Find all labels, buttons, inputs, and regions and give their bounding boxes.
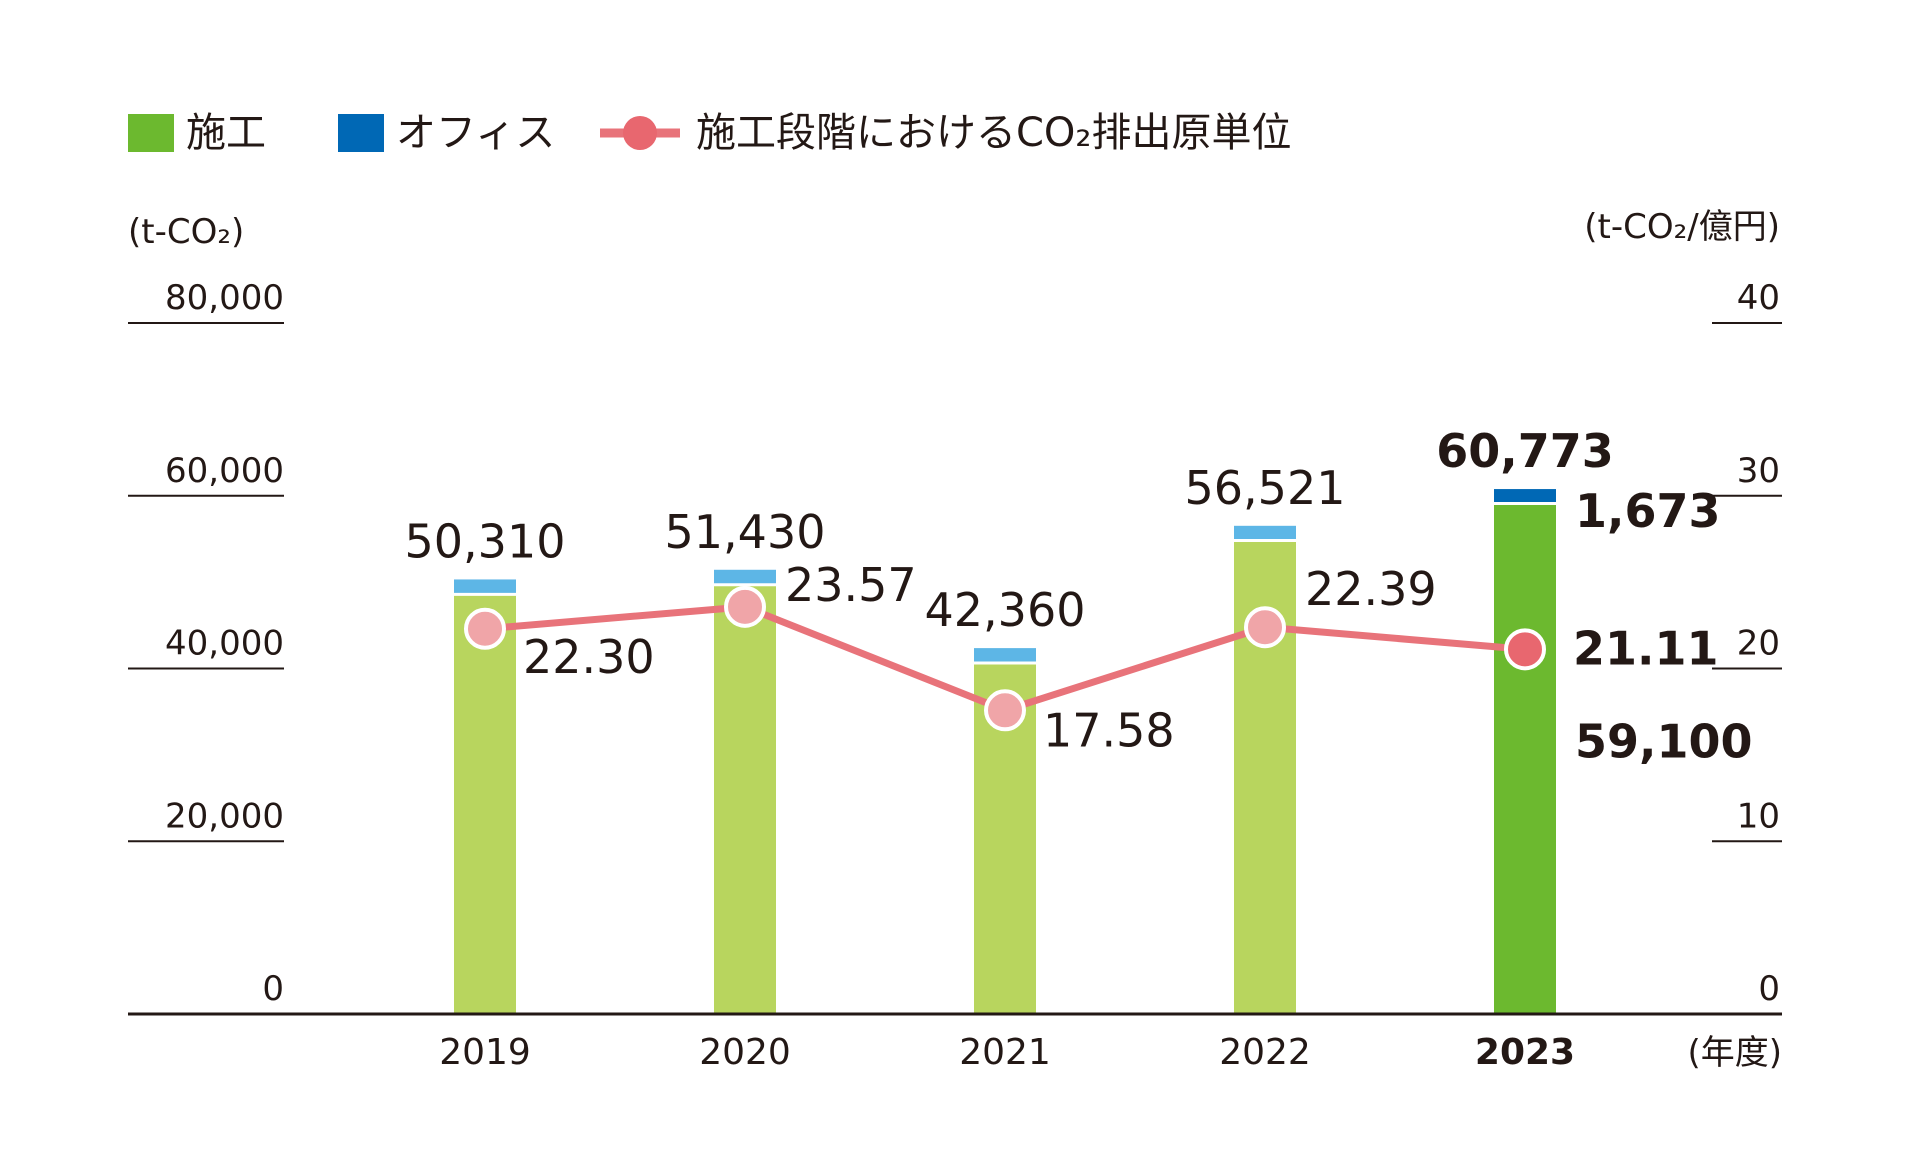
y-right-tick-label: 40 <box>1737 278 1780 318</box>
bar-office <box>1234 525 1296 541</box>
y-left-tick-label: 60,000 <box>165 451 284 491</box>
bar-construction <box>1494 503 1556 1014</box>
legend-label-intensity: 施工段階におけるCO₂排出原単位 <box>696 110 1291 156</box>
x-tick-label: 2019 <box>439 1032 531 1073</box>
x-axis-labels: 2019 2020 2021 2022 2023 <box>439 1032 1575 1073</box>
bar-construction <box>714 584 776 1014</box>
intensity-value-label: 21.11 <box>1573 621 1719 675</box>
legend-label-construction: 施工 <box>186 110 266 156</box>
intensity-point <box>1504 628 1546 671</box>
intensity-point <box>984 689 1026 732</box>
bar-office <box>974 648 1036 664</box>
intensity-value-label: 23.57 <box>785 558 917 612</box>
intensity-point <box>1244 606 1286 649</box>
total-value-label: 60,773 <box>1436 424 1614 478</box>
y-right-tick-label: 20 <box>1737 624 1780 664</box>
x-tick-label: 2022 <box>1219 1032 1311 1073</box>
y-right-ticks: 0 10 20 30 40 <box>1712 278 1782 1009</box>
construction-value-label: 59,100 <box>1575 714 1753 768</box>
y-right-tick-label: 10 <box>1737 796 1780 836</box>
intensity-value-label: 22.39 <box>1305 562 1437 616</box>
x-tick-label: 2020 <box>699 1032 791 1073</box>
y-left-unit-label: (t-CO₂) <box>128 212 244 252</box>
intensity-value-label: 22.30 <box>523 630 655 684</box>
y-left-tick-label: 40,000 <box>165 624 284 664</box>
x-tick-label: 2021 <box>959 1032 1051 1073</box>
y-left-tick-label: 20,000 <box>165 796 284 836</box>
y-right-tick-label: 30 <box>1737 451 1780 491</box>
intensity-point <box>724 585 766 628</box>
y-left-ticks: 0 20,000 40,000 60,000 80,000 <box>128 278 284 1009</box>
legend-swatch-construction <box>128 114 174 152</box>
bar-office <box>1494 489 1556 504</box>
bar-office <box>714 569 776 585</box>
intensity-value-label: 17.58 <box>1043 703 1175 757</box>
y-left-tick-label: 80,000 <box>165 278 284 318</box>
y-right-unit-label: (t-CO₂/億円) <box>1584 207 1780 247</box>
office-value-label: 1,673 <box>1575 484 1721 538</box>
intensity-point <box>464 607 506 650</box>
total-value-label: 56,521 <box>1185 461 1346 515</box>
total-value-label: 51,430 <box>665 505 826 559</box>
bars <box>454 489 1556 1014</box>
total-value-label: 42,360 <box>925 583 1086 637</box>
y-right-tick-label: 0 <box>1758 969 1780 1009</box>
legend-label-office: オフィス <box>396 110 555 156</box>
bar-construction <box>454 594 516 1014</box>
x-unit-label: (年度) <box>1687 1033 1782 1073</box>
legend: 施工 オフィス 施工段階におけるCO₂排出原単位 <box>128 110 1291 156</box>
legend-marker-intensity <box>623 116 657 150</box>
x-tick-label: 2023 <box>1475 1032 1575 1073</box>
legend-swatch-office <box>338 114 384 152</box>
total-value-label: 50,310 <box>405 514 566 568</box>
bar-office <box>454 579 516 595</box>
value-labels: 50,310 51,430 42,360 56,521 60,773 22.30 23.57… <box>405 424 1753 768</box>
intensity-line-layer <box>464 585 1546 732</box>
y-left-tick-label: 0 <box>262 969 284 1009</box>
